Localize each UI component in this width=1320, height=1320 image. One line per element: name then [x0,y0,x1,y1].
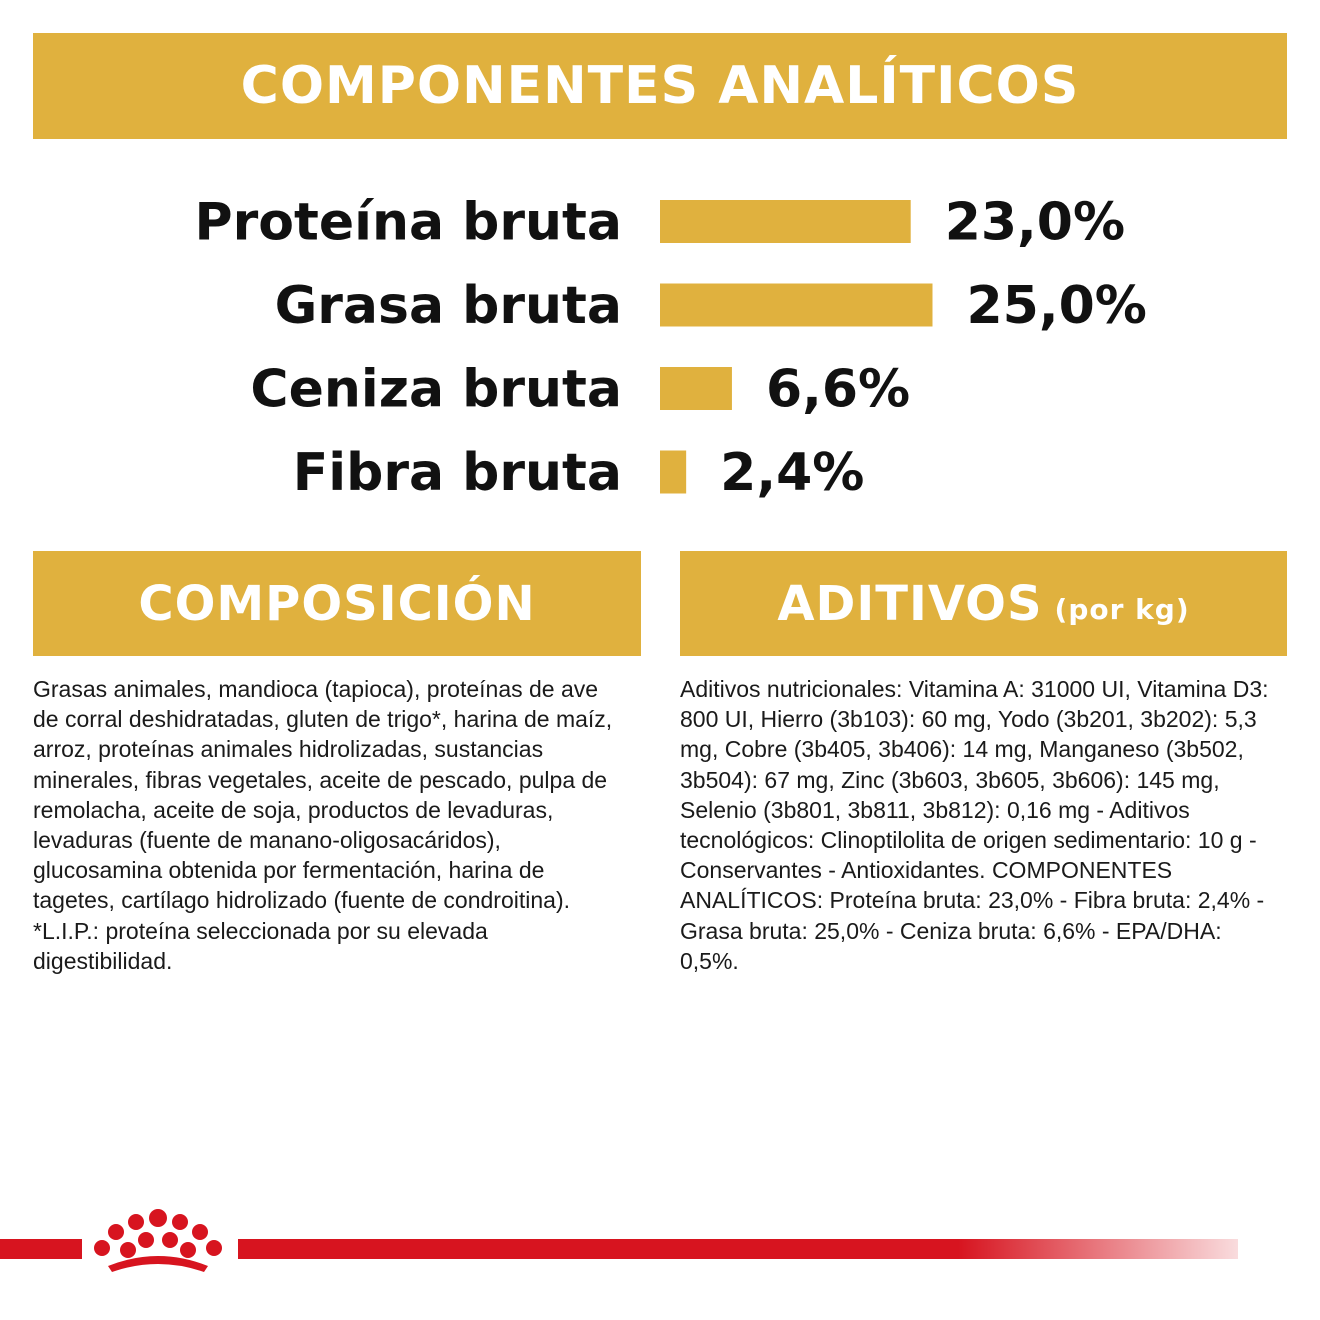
composition-banner: COMPOSICIÓN [33,551,641,656]
composition-title: COMPOSICIÓN [138,575,536,632]
value-label: 23,0% [945,193,1125,253]
value-label: 2,4% [720,443,864,503]
bar [660,283,933,327]
category-label: Ceniza bruta [250,360,622,420]
analytic-components-banner: COMPONENTES ANALÍTICOS [33,33,1287,139]
category-label: Grasa bruta [275,276,622,336]
bar [660,367,732,410]
composition-text: Grasas animales, mandioca (tapioca), pro… [33,676,613,974]
analytic-bar-chart: Proteína bruta 23,0% Grasa bruta 25,0% Ceniz… [195,193,1147,504]
footer-red-line-right [238,1239,1238,1259]
analytic-components-title: COMPONENTES ANALÍTICOS [240,56,1080,116]
value-label: 25,0% [967,276,1147,336]
category-label: Fibra bruta [293,443,622,503]
additives-title: ADITIVOS [777,575,1043,632]
footer-red-line-left [0,1239,82,1259]
category-label: Proteína bruta [195,193,622,253]
additives-banner: ADITIVOS (por kg) [680,551,1287,656]
additives-title-suffix: (por kg) [1054,593,1190,626]
value-label: 6,6% [766,360,910,420]
bar [660,200,911,243]
additives-text: Aditivos nutricionales: Vitamina A: 3100… [680,676,1269,974]
royal-crown-icon [94,1209,222,1272]
bar [660,450,687,494]
